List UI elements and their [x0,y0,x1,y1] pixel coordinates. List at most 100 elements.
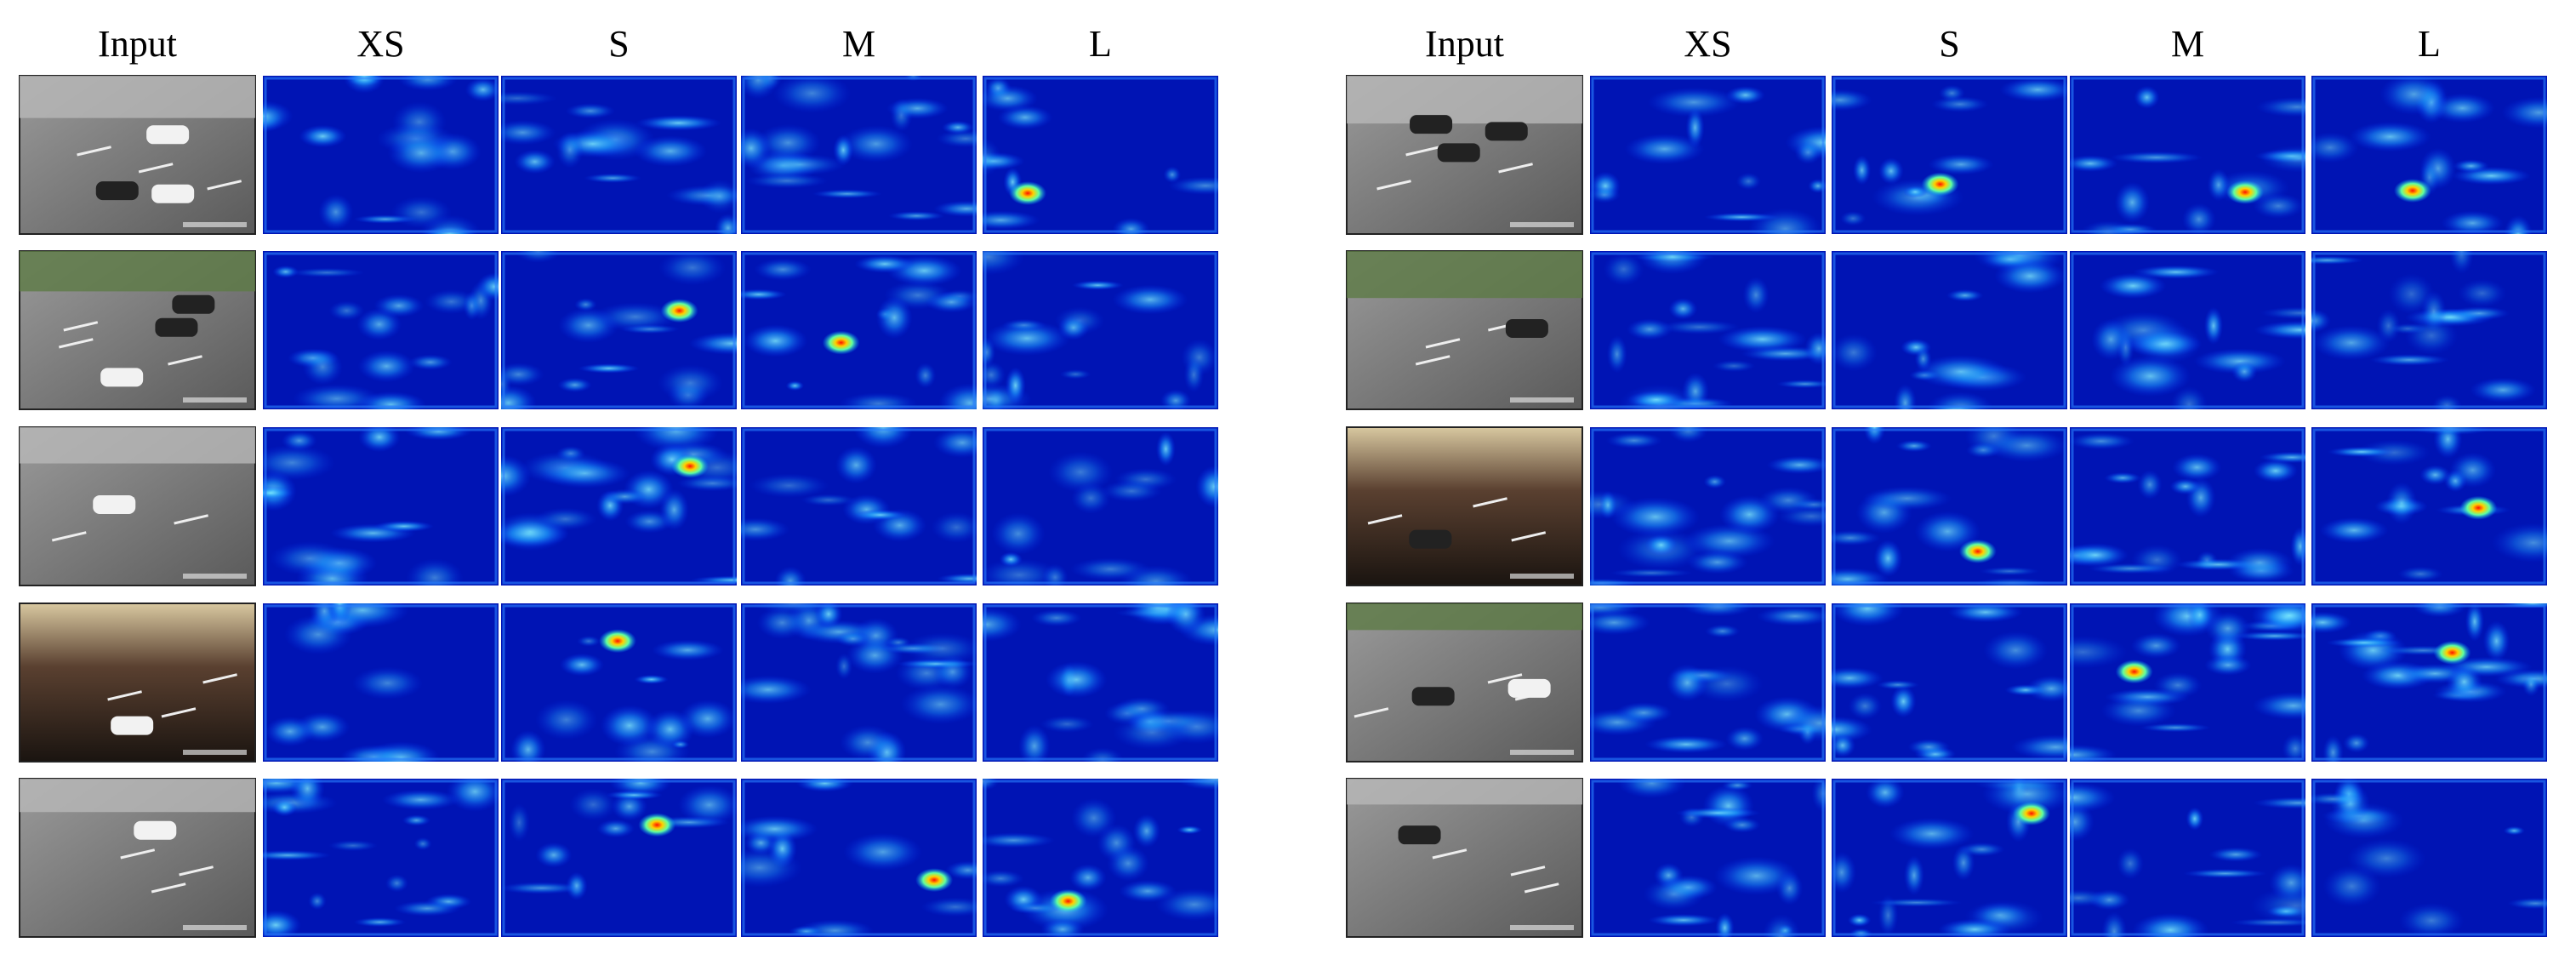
vehicle [155,317,198,337]
heat-blob [2322,734,2344,762]
heat-blob [2254,320,2305,340]
heat-blob [932,427,977,459]
heat-blob [658,251,727,286]
vehicle [1485,122,1528,141]
heat-blob [2419,465,2451,485]
heat-blob [271,798,298,817]
heat-blob [1165,603,1206,635]
heatmap-blobs [2311,603,2547,762]
heat-peak [638,813,676,837]
heatmap-blobs [1590,77,1826,234]
lane-marking [202,673,237,684]
lane-marking [1367,514,1403,525]
heatmap-border-glow [502,428,736,585]
heat-blob [404,427,472,441]
scene-grass [1347,603,1582,631]
heatmap-blobs [983,251,1217,409]
scene-grass [1347,251,1582,299]
heat-blob [2208,847,2263,862]
heat-blob [1040,918,1085,937]
heat-blob [886,97,949,119]
heat-blob [1742,277,1770,313]
heat-blob [1952,844,1975,881]
heat-blob [1617,779,1686,799]
heat-blob [2011,734,2067,760]
heat-blob [1981,779,2067,815]
heat-blob [715,214,737,234]
heat-blob [1866,779,1905,808]
heat-blob [2282,734,2305,762]
heat-blob [983,870,1024,888]
heat-blob [839,125,913,163]
heat-blob [2503,825,2526,836]
lane-marking [1425,338,1461,349]
heatmap-border-glow [983,252,1217,408]
heat-blob [533,507,597,531]
heat-blob [407,354,453,371]
heat-blob [1724,817,1761,833]
heat-blob [2132,912,2209,937]
heat-peak [1921,172,1959,197]
heat-blob [1848,692,1883,720]
heat-blob [1045,661,1108,699]
heatmap-border-glow [2071,252,2305,408]
heat-blob [840,724,897,761]
heat-blob [2140,723,2212,733]
heat-blob [328,300,365,321]
heat-peak [660,299,698,323]
heat-blob [677,785,737,825]
heatmap-border-glow [2312,252,2546,408]
heat-blob [2204,654,2252,676]
heat-blob [569,788,618,821]
heatmap-border-glow [2071,780,2305,936]
heat-blob [795,779,854,792]
lane-marking [179,865,214,877]
heat-blob [983,558,1061,585]
heat-blob [2193,348,2287,374]
heat-blob [801,494,857,506]
heatmap-blobs [264,252,499,409]
heatmap-blobs [983,603,1218,762]
heatmap-border-glow [2071,77,2305,233]
heatmap-border-glow [264,780,498,936]
heatmap-border-glow [1832,77,2066,233]
heat-blob [2343,733,2370,753]
heatmap-blobs [741,427,977,585]
heatmap-blobs [501,427,737,585]
heat-blob [1101,480,1163,502]
heat-blob [596,819,635,838]
heat-blob [290,779,325,809]
heat-blob [2205,611,2251,646]
scene-grass [20,251,255,292]
heat-peak [671,454,710,478]
heat-peak [822,330,860,355]
heat-blob [1132,814,1161,848]
scene-grass [20,779,255,813]
heatmap-border-glow [742,252,976,408]
heat-blob [843,832,923,871]
heat-blob [299,124,347,148]
heat-blob [265,716,316,747]
heat-blob [1659,319,1741,335]
heat-blob [2404,317,2459,355]
column-header: M [842,23,875,65]
heat-blob [999,551,1023,568]
heat-blob [1644,735,1728,754]
heat-blob [945,860,977,880]
heat-blob [501,882,584,894]
heat-blob [535,842,573,868]
vehicle [134,820,177,840]
heat-blob [1703,474,1726,489]
heat-blob [657,364,723,402]
heat-blob [2398,903,2465,937]
heat-blob [1721,780,1753,791]
heat-blob [2104,471,2142,484]
heat-blob [1010,901,1061,915]
heat-blob [1832,89,1872,111]
heat-blob [1999,77,2067,102]
heat-blob [534,699,598,740]
heatmap-border-glow [1591,77,1825,233]
heat-blob [741,288,787,300]
heat-blob [925,291,977,313]
heat-blob [1610,497,1701,537]
